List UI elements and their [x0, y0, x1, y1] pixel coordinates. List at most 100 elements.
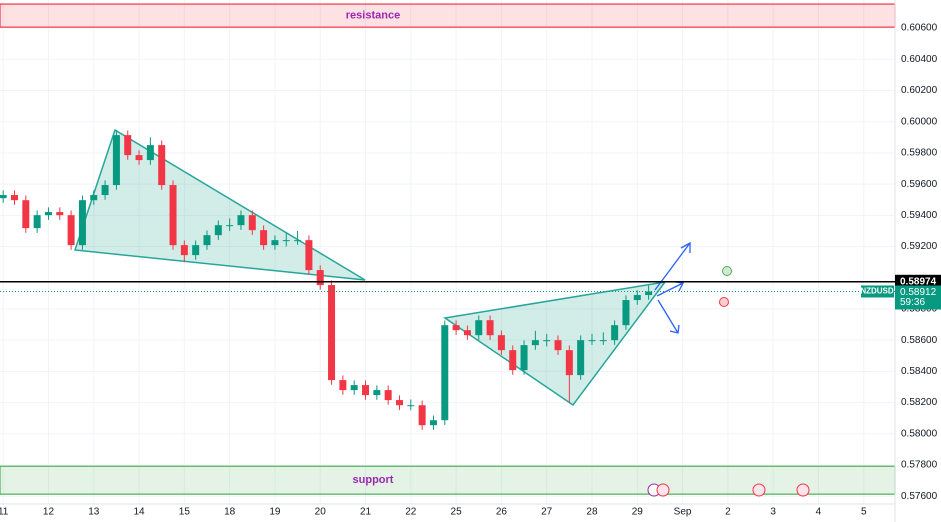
zone: [0, 3, 896, 28]
candle-body: [418, 405, 426, 426]
candle-body: [237, 215, 245, 226]
candle-body: [10, 195, 18, 201]
candle-body: [282, 240, 290, 242]
x-tick-label: 18: [224, 507, 236, 518]
candle-body: [486, 320, 494, 336]
candle-body: [294, 240, 302, 242]
candle-body: [554, 340, 562, 351]
candle-body: [101, 185, 109, 196]
y-tick-label: 0.59200: [901, 241, 938, 252]
symbol-tag: [861, 285, 894, 298]
candle-body: [633, 295, 641, 301]
event-icon: [796, 483, 810, 497]
event-icon: [656, 483, 670, 497]
candle-body: [429, 420, 437, 426]
candle-body: [577, 340, 585, 376]
last-price-label: 0.58912: [900, 287, 937, 298]
candle-body: [112, 135, 120, 186]
candle-body: [56, 212, 64, 216]
candle-body: [509, 350, 517, 371]
candle-body: [214, 225, 222, 236]
y-tick-label: 0.58000: [901, 428, 938, 439]
candle-body: [622, 300, 630, 326]
candle-body: [124, 135, 132, 156]
price-tag: [895, 274, 941, 289]
candle-body: [384, 390, 392, 401]
target-circle: [722, 266, 732, 276]
candle-body: [135, 155, 143, 161]
last-price-tag: [895, 285, 941, 310]
event-icons: [647, 483, 810, 497]
candle-body: [373, 390, 381, 396]
y-tick-label: 0.59800: [901, 148, 938, 159]
candle-body: [441, 325, 449, 421]
candle-body: [350, 385, 358, 391]
x-tick-label: 5: [861, 507, 867, 518]
x-tick-label: 25: [451, 507, 463, 518]
x-tick-label: 12: [43, 507, 55, 518]
falling-wedge: [73, 128, 366, 281]
candle-body: [67, 215, 75, 246]
candle-body: [362, 385, 370, 396]
candle-body: [180, 245, 188, 256]
y-tick-label: 0.58600: [901, 335, 938, 346]
candle-body: [305, 240, 313, 271]
candle-body: [531, 340, 539, 346]
x-tick-label: Sep: [674, 507, 692, 518]
x-tick-label: 22: [405, 507, 417, 518]
price-tag-label: 0.58974: [900, 276, 937, 287]
candle-body: [543, 340, 551, 342]
candle-body: [452, 325, 460, 331]
candle-body: [645, 291, 653, 296]
zone-label: resistance: [346, 10, 400, 22]
candle-body: [497, 335, 505, 351]
candle-body: [226, 225, 234, 227]
candle-body: [271, 240, 279, 246]
x-tick-label: 26: [496, 507, 508, 518]
candle-body: [611, 325, 619, 341]
zones: resistance support: [0, 3, 896, 495]
x-tick-label: 11: [0, 507, 9, 518]
candle-body: [78, 200, 86, 246]
candle-body: [192, 245, 200, 256]
x-tick-label: 21: [360, 507, 372, 518]
candle-body: [316, 270, 324, 286]
candles: [0, 130, 653, 430]
y-tick-label: 0.58200: [901, 397, 938, 408]
x-tick-label: 4: [816, 507, 822, 518]
candle-body: [328, 285, 336, 381]
candle-body: [90, 195, 98, 201]
candle-body: [248, 215, 256, 231]
y-tick-label: 0.60000: [901, 116, 938, 127]
candle-body: [520, 345, 528, 371]
candle-body: [22, 200, 30, 229]
x-tick-label: 29: [632, 507, 644, 518]
y-tick-label: 0.60600: [901, 23, 938, 34]
stop-circle: [719, 297, 729, 307]
y-tick-label: 0.57600: [901, 491, 938, 502]
candle-body: [599, 340, 607, 342]
x-tick-label: 3: [770, 507, 776, 518]
x-tick-label: 13: [88, 507, 100, 518]
candle-body: [565, 350, 573, 376]
arrow-down: [657, 299, 680, 334]
y-tick-label: 0.59400: [901, 210, 938, 221]
y-tick-label: 0.58400: [901, 366, 938, 377]
x-tick-label: 15: [179, 507, 191, 518]
candle-body: [588, 340, 596, 342]
candle-body: [407, 405, 415, 407]
zone-label: support: [353, 474, 394, 486]
x-tick-label: 27: [541, 507, 553, 518]
countdown-label: 59:36: [900, 297, 925, 308]
x-tick-label: 14: [133, 507, 145, 518]
y-tick-label: 0.57800: [901, 460, 938, 471]
y-tick-label: 0.60400: [901, 54, 938, 65]
candle-body: [395, 400, 403, 406]
y-tick-label: 0.59600: [901, 179, 938, 190]
candle-body: [203, 235, 211, 246]
candle-body: [475, 320, 483, 336]
y-tick-label: 0.60200: [901, 85, 938, 96]
candle-body: [339, 380, 347, 391]
